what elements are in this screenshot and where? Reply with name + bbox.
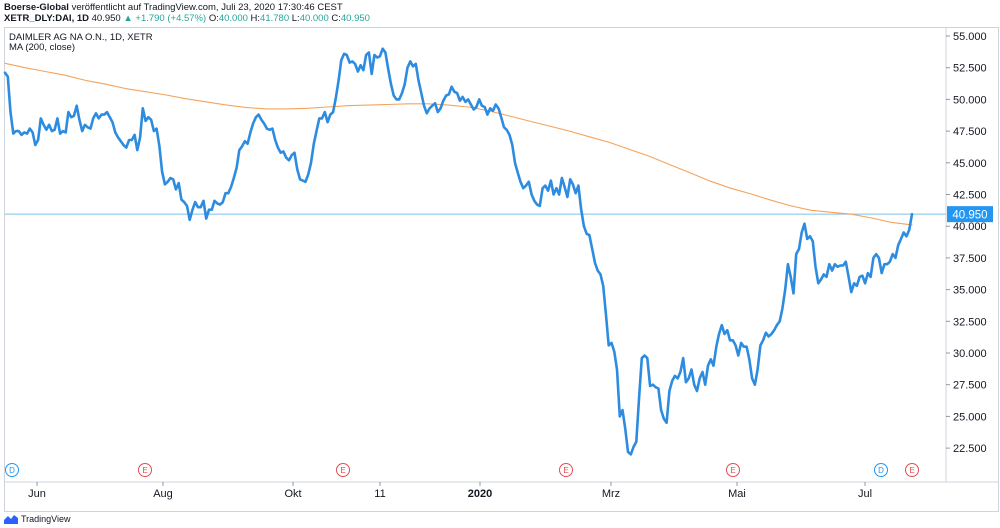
y-tick-label: 27.500	[953, 380, 987, 392]
earnings-marker	[905, 463, 919, 477]
open-label: O:	[208, 13, 219, 24]
ma-series-line	[4, 62, 913, 226]
dividend-marker	[874, 463, 888, 477]
x-tick-label: Jul	[858, 488, 872, 500]
price-change: +1.790 (+4.57%)	[135, 13, 207, 24]
earnings-marker-label: E	[563, 466, 568, 475]
y-tick-label: 50.000	[953, 94, 987, 106]
x-tick-label: Okt	[284, 488, 301, 500]
publish-info: Boerse-Global veröffentlicht auf Trading…	[4, 2, 343, 13]
indicator-label: MA (200, close)	[9, 42, 75, 53]
price-series-line	[3, 47, 914, 456]
tradingview-logo-icon[interactable]	[4, 514, 18, 524]
x-tick-label: Jun	[28, 488, 46, 500]
close-value: 40.950	[340, 13, 370, 24]
last-price: 40.950	[91, 13, 121, 24]
earnings-marker-label: E	[730, 466, 735, 475]
x-tick-label: 2020	[468, 488, 492, 500]
low-value: 40.000	[299, 13, 329, 24]
ohlc-bar: XETR_DLY:DAI, 1D 40.950 ▲ +1.790 (+4.57%…	[4, 13, 370, 24]
y-tick-label: 40.000	[953, 221, 987, 233]
dividend-marker-label: D	[9, 466, 15, 475]
earnings-marker-label: E	[909, 466, 914, 475]
y-tick-label: 25.000	[953, 411, 987, 423]
publisher-name[interactable]: Boerse-Global	[4, 2, 69, 13]
chart-border	[4, 27, 999, 512]
brand-name[interactable]: TradingView	[21, 514, 71, 524]
low-label: L:	[291, 13, 300, 24]
x-tick-label: Mai	[728, 488, 746, 500]
high-label: H:	[250, 13, 261, 24]
y-tick-label: 42.500	[953, 190, 987, 202]
y-tick-label: 22.500	[953, 443, 987, 455]
y-tick-label: 37.500	[953, 253, 987, 265]
change-indicator: ▲	[123, 13, 133, 24]
y-tick-label: 35.000	[953, 285, 987, 297]
moving-average-line	[4, 62, 913, 226]
x-tick-label: 11	[374, 488, 385, 500]
open-value: 40.000	[218, 13, 248, 24]
earnings-marker	[138, 463, 152, 477]
x-tick-label: Aug	[153, 488, 173, 500]
close-label: C:	[331, 13, 341, 24]
footer: TradingView	[4, 512, 71, 526]
y-tick-label: 52.500	[953, 63, 987, 75]
x-tick-label: Mrz	[602, 488, 620, 500]
y-tick-label: 47.500	[953, 126, 987, 138]
dividend-marker	[5, 463, 19, 477]
price-line	[3, 47, 914, 456]
published-text: veröffentlicht auf TradingView.com, Juli…	[71, 2, 343, 13]
high-value: 41.780	[260, 13, 290, 24]
y-tick-label: 55.000	[953, 31, 987, 43]
series-title: DAIMLER AG NA O.N., 1D, XETR	[9, 32, 153, 43]
earnings-marker-label: E	[340, 466, 345, 475]
earnings-marker	[559, 463, 573, 477]
y-tick-label: 30.000	[953, 348, 987, 360]
dividend-marker-label: D	[878, 466, 884, 475]
earnings-marker	[726, 463, 740, 477]
last-price-label: 40.950	[947, 206, 993, 223]
earnings-marker-label: E	[142, 466, 147, 475]
price-axis[interactable]: 55.000 52.500 50.000 47.500 45.000 42.500 40.0…	[946, 31, 987, 455]
last-price-badge-text: 40.950	[952, 210, 987, 222]
time-axis[interactable]: Jun Aug Okt 11 2020 Mrz Mai Jul	[28, 482, 872, 500]
last-price-badge	[947, 206, 993, 223]
symbol-label: XETR_DLY:DAI, 1D	[4, 13, 89, 24]
y-tick-label: 32.500	[953, 316, 987, 328]
y-tick-label: 45.000	[953, 158, 987, 170]
earnings-marker	[336, 463, 350, 477]
